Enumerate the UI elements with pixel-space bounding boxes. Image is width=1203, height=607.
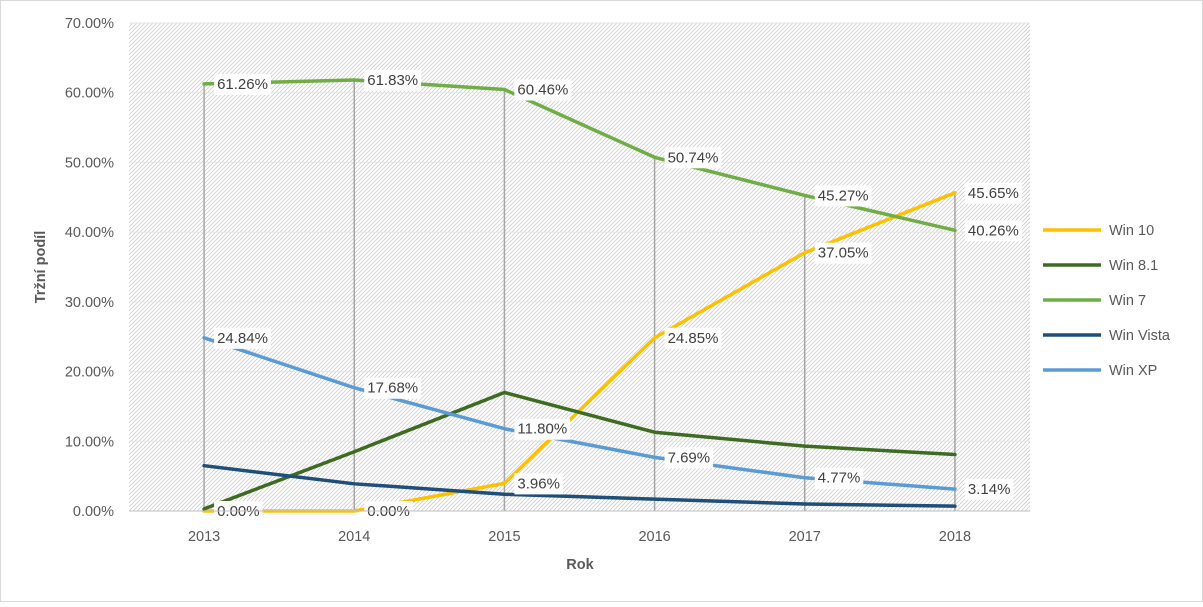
data-label-bg: [514, 418, 571, 440]
data-label: 45.27%: [818, 187, 869, 204]
data-label: 50.74%: [668, 149, 719, 166]
data-label: 45.65%: [968, 185, 1019, 202]
data-label-bg: [814, 242, 872, 264]
y-tick-label: 60.00%: [65, 86, 114, 102]
y-axis-title: Tržní podíl: [33, 231, 49, 304]
data-label: 37.05%: [818, 245, 869, 262]
data-label-bg: [664, 147, 722, 169]
legend-label-win-10: Win 10: [1109, 223, 1154, 239]
drop-lines: [203, 79, 956, 511]
y-tick-label: 40.00%: [65, 225, 114, 241]
y-axis-ticks: 0.00% 10.00% 20.00% 30.00% 40.00% 50.00% 60.00…: [65, 16, 114, 520]
data-label: 24.85%: [668, 330, 719, 347]
x-tick-label: 2014: [338, 529, 370, 545]
data-label-bg: [214, 327, 271, 349]
data-label: 11.80%: [517, 421, 567, 438]
y-tick-label: 50.00%: [65, 155, 114, 171]
legend-label-win-7: Win 7: [1109, 293, 1146, 309]
y-tick-label: 30.00%: [65, 295, 114, 311]
data-label: 61.83%: [367, 72, 418, 89]
data-label: 61.26%: [217, 76, 268, 93]
x-tick-label: 2018: [939, 529, 971, 545]
x-tick-label: 2013: [188, 529, 220, 545]
plot-area: [129, 23, 1030, 511]
data-label-bg: [664, 327, 722, 349]
y-tick-label: 70.00%: [65, 16, 114, 32]
data-label-bg: [364, 377, 422, 399]
y-tick-label: 20.00%: [65, 365, 114, 381]
data-label: 7.69%: [668, 449, 711, 466]
gridlines: [129, 22, 1030, 442]
series-line-win-8-1: [202, 390, 957, 511]
data-labels: 0.00% 0.00%3.96%24.85%37.05%45.65%61.26% 6…: [214, 69, 1022, 522]
data-label: 60.46%: [517, 82, 568, 99]
data-label-bg: [814, 467, 864, 489]
data-label: 4.77%: [818, 470, 861, 487]
data-label-bg: [964, 182, 1022, 204]
data-label: 17.68%: [367, 380, 418, 397]
x-tick-label: 2017: [789, 529, 821, 545]
data-label-bg: [964, 479, 1014, 501]
x-axis-title: Rok: [566, 557, 594, 573]
data-label-bg: [814, 185, 872, 207]
data-label-bg: [514, 473, 563, 495]
y-tick-label: 10.00%: [65, 434, 114, 450]
data-label-bg: [364, 69, 422, 91]
y-tick-label: 0.00%: [73, 504, 114, 520]
legend-label-win-xp: Win XP: [1109, 363, 1157, 379]
x-tick-label: 2015: [488, 529, 520, 545]
data-label: 3.14%: [968, 481, 1011, 498]
series-line-win-vista: [202, 463, 957, 508]
data-label-bg: [514, 79, 572, 101]
data-label-bg: [214, 73, 271, 95]
legend-label-win-8-1: Win 8.1: [1109, 258, 1158, 274]
legend: Win 10 Win 8.1 Win 7 Win Vista Win XP: [1043, 223, 1171, 379]
x-axis-ticks: 2013 2014 2015 2016 2017 2018: [188, 529, 971, 545]
data-label: 24.84%: [217, 330, 268, 347]
legend-label-win-vista: Win Vista: [1109, 328, 1171, 344]
data-label: 3.96%: [517, 475, 560, 492]
data-label-bg: [964, 220, 1022, 242]
data-label-bg: [664, 447, 714, 469]
data-label: 40.26%: [968, 222, 1019, 239]
x-tick-label: 2016: [638, 529, 670, 545]
